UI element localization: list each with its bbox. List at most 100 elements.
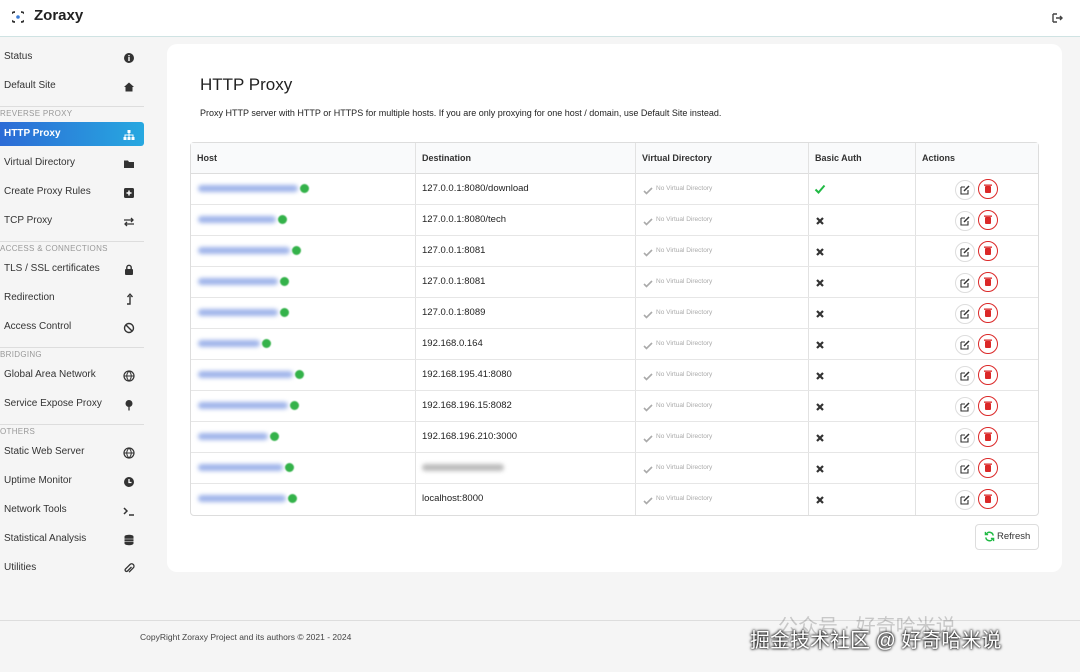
virtual-directory: No Virtual Directory — [656, 370, 713, 378]
host-status — [278, 214, 287, 224]
delete-button[interactable] — [978, 395, 998, 416]
virtual-directory: No Virtual Directory — [656, 432, 713, 440]
page-title: HTTP Proxy — [200, 75, 293, 94]
virtual-directory: No Virtual Directory — [656, 246, 713, 254]
nav-item[interactable]: Default Site — [0, 74, 144, 98]
column-divider — [808, 143, 809, 515]
logout-button[interactable] — [1051, 11, 1063, 23]
host-blurred — [198, 277, 278, 285]
column-header: Host — [197, 153, 217, 163]
nav-icon — [123, 504, 135, 516]
basic-auth-off — [814, 307, 826, 319]
basic-auth-off — [814, 493, 826, 505]
column-header: Virtual Directory — [642, 153, 712, 163]
virtual-directory: No Virtual Directory — [656, 277, 713, 285]
nav-item[interactable]: Redirection — [0, 286, 144, 310]
nav-item[interactable]: Uptime Monitor — [0, 469, 144, 493]
nav-label: Default Site — [4, 80, 56, 91]
delete-button[interactable] — [978, 302, 998, 323]
destination: 192.168.0.164 — [422, 337, 483, 349]
destination: 192.168.196.15:8082 — [422, 399, 512, 411]
section-label: REVERSE PROXY — [0, 109, 73, 118]
column-header: Actions — [922, 153, 956, 163]
edit-button[interactable] — [955, 334, 975, 355]
refresh-button[interactable]: Refresh — [975, 524, 1039, 550]
section-divider — [0, 106, 144, 107]
delete-button[interactable] — [978, 271, 998, 292]
nav-item[interactable]: Global Area Network — [0, 363, 144, 387]
table-header-bg — [191, 143, 1038, 174]
edit-button[interactable] — [955, 272, 975, 293]
basic-auth-off — [814, 369, 826, 381]
delete-button[interactable] — [978, 364, 998, 385]
footer-divider — [0, 620, 1080, 621]
column-header: Basic Auth — [815, 153, 862, 163]
nav-item[interactable]: Utilities — [0, 556, 144, 580]
row-divider — [191, 421, 1038, 422]
column-divider — [635, 143, 636, 515]
host-blurred — [198, 463, 283, 471]
edit-button[interactable] — [955, 241, 975, 262]
virtual-directory: No Virtual Directory — [656, 463, 713, 471]
destination: 192.168.196.210:3000 — [422, 430, 518, 442]
destination: 127.0.0.1:8081 — [422, 275, 486, 287]
edit-button[interactable] — [955, 427, 975, 448]
nav-item[interactable]: Static Web Server — [0, 440, 144, 464]
nav-icon — [123, 215, 135, 227]
nav-item[interactable]: Status — [0, 45, 144, 69]
destination: localhost:8000 — [422, 492, 484, 504]
host-status — [292, 245, 301, 255]
nav-item[interactable]: TLS / SSL certificates — [0, 257, 144, 281]
edit-button[interactable] — [955, 179, 975, 200]
row-divider — [191, 328, 1038, 329]
host-blurred — [198, 494, 286, 502]
edit-button[interactable] — [955, 303, 975, 324]
nav-item[interactable]: HTTP Proxy — [0, 122, 144, 146]
delete-button[interactable] — [978, 240, 998, 261]
section-divider — [0, 424, 144, 425]
nav-icon — [123, 533, 135, 546]
host-blurred — [198, 401, 288, 409]
delete-button[interactable] — [978, 178, 998, 199]
nav-item[interactable]: Service Expose Proxy — [0, 392, 144, 416]
delete-button[interactable] — [978, 488, 998, 509]
logo — [9, 10, 27, 23]
delete-button[interactable] — [978, 333, 998, 354]
edit-button[interactable] — [955, 458, 975, 479]
footer-text: CopyRight Zoraxy Project and its authors… — [140, 632, 352, 642]
host-status — [280, 276, 289, 286]
nav-item[interactable]: Create Proxy Rules — [0, 180, 144, 204]
delete-button[interactable] — [978, 426, 998, 447]
nav-label: TLS / SSL certificates — [4, 263, 100, 274]
nav-icon — [123, 562, 135, 574]
nav-label: Uptime Monitor — [4, 475, 72, 486]
basic-auth-off — [814, 462, 826, 474]
nav-item[interactable]: Network Tools — [0, 498, 144, 522]
section-divider — [0, 347, 144, 348]
nav-label: Redirection — [4, 292, 55, 303]
delete-button[interactable] — [978, 209, 998, 230]
basic-auth-off — [814, 400, 826, 412]
nav-item[interactable]: TCP Proxy — [0, 209, 144, 233]
edit-button[interactable] — [955, 396, 975, 417]
basic-auth-on — [814, 182, 826, 194]
content-card — [167, 44, 1062, 572]
edit-button[interactable] — [955, 365, 975, 386]
host-status — [270, 431, 279, 441]
section-divider — [0, 241, 144, 242]
nav-item[interactable]: Access Control — [0, 315, 144, 339]
section-label: ACCESS & CONNECTIONS — [0, 244, 108, 253]
edit-button[interactable] — [955, 489, 975, 510]
host-status — [290, 400, 299, 410]
delete-button[interactable] — [978, 457, 998, 478]
nav-label: Network Tools — [4, 504, 67, 515]
row-divider — [191, 359, 1038, 360]
nav-item[interactable]: Virtual Directory — [0, 151, 144, 175]
nav-label: Virtual Directory — [4, 157, 75, 168]
edit-button[interactable] — [955, 210, 975, 231]
nav-item[interactable]: Statistical Analysis — [0, 527, 144, 551]
virtual-directory: No Virtual Directory — [656, 401, 713, 409]
vdir-check — [642, 401, 654, 413]
host-status — [280, 307, 289, 317]
